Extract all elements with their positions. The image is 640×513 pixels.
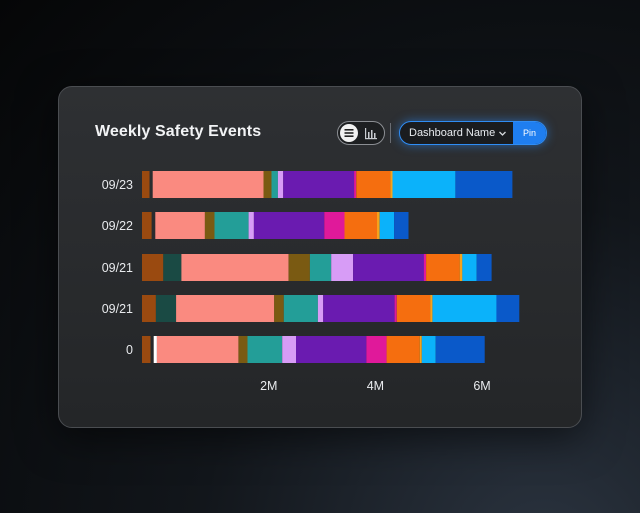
- bar-segment-3-9: [430, 295, 433, 322]
- bar-segment-3-5: [317, 295, 324, 322]
- bar-segment-1-8: [377, 212, 380, 239]
- bar-segment-4-0: [142, 336, 151, 363]
- bar-segment-4-9: [419, 336, 422, 363]
- chart-title: Weekly Safety Events: [95, 123, 262, 140]
- bar-segment-1-4: [248, 212, 254, 239]
- bar-segment-1-0: [142, 212, 152, 239]
- bar-segment-3-4: [283, 295, 318, 322]
- chart-view-button[interactable]: [364, 127, 378, 140]
- bar-segment-2-1: [163, 254, 182, 281]
- dropdown-label: Dashboard Name: [409, 127, 496, 139]
- bar-segment-2-8: [426, 254, 460, 281]
- bar-segment-0-4: [277, 171, 284, 198]
- bar-segment-0-10: [455, 171, 513, 198]
- bar-segment-3-10: [432, 295, 497, 322]
- bar-segment-3-2: [176, 295, 275, 322]
- bars-group: [142, 171, 520, 363]
- list-icon: [344, 129, 354, 137]
- bar-segment-0-0: [142, 171, 150, 198]
- y-tick-label: 09/22: [102, 219, 133, 233]
- toolbar-divider: [390, 123, 391, 143]
- bar-segment-4-4: [247, 336, 283, 363]
- bar-segment-2-7: [423, 254, 426, 281]
- bar-segment-1-9: [379, 212, 395, 239]
- bar-segment-3-0: [142, 295, 156, 322]
- x-tick-label: 2M: [260, 379, 277, 393]
- list-view-button[interactable]: [340, 124, 358, 142]
- bar-segment-4-1: [153, 336, 157, 363]
- y-tick-label: 0: [126, 343, 133, 357]
- bar-segment-1-2: [204, 212, 215, 239]
- y-axis-labels: 09/23 09/22 09/21 09/21 0: [102, 178, 133, 357]
- bar-segment-0-6: [354, 171, 357, 198]
- bar-chart-icon: [365, 128, 377, 140]
- bar-segment-4-11: [435, 336, 485, 363]
- bar-segment-4-8: [386, 336, 420, 363]
- bar-segment-3-7: [394, 295, 397, 322]
- bar-segment-4-3: [238, 336, 248, 363]
- bar-segment-0-2: [263, 171, 272, 198]
- bar-segment-1-7: [344, 212, 377, 239]
- bar-segment-1-5: [253, 212, 325, 239]
- bar-segment-2-6: [353, 254, 424, 281]
- bar-segment-3-8: [396, 295, 431, 322]
- y-tick-label: 09/23: [102, 178, 133, 192]
- bar-segment-2-4: [309, 254, 332, 281]
- view-toggle[interactable]: [337, 121, 385, 145]
- x-tick-label: 6M: [473, 379, 490, 393]
- bar-segment-4-10: [421, 336, 436, 363]
- bar-segment-3-1: [155, 295, 177, 322]
- bar-segment-1-10: [394, 212, 409, 239]
- y-tick-label: 09/21: [102, 261, 133, 275]
- bar-segment-4-5: [282, 336, 297, 363]
- y-tick-label: 09/21: [102, 302, 133, 316]
- bar-segment-3-3: [274, 295, 284, 322]
- bar-segment-0-5: [283, 171, 355, 198]
- dashboard-name-dropdown[interactable]: Dashboard Name Pin: [399, 121, 547, 145]
- bar-segment-1-1: [155, 212, 205, 239]
- bar-segment-0-7: [356, 171, 391, 198]
- bar-segment-0-3: [271, 171, 278, 198]
- bar-segment-3-6: [323, 295, 395, 322]
- pin-button[interactable]: Pin: [513, 122, 546, 144]
- bar-segment-1-6: [324, 212, 345, 239]
- bar-segment-4-2: [156, 336, 239, 363]
- bar-segment-4-6: [296, 336, 367, 363]
- bar-segment-2-10: [462, 254, 477, 281]
- bar-segment-2-9: [459, 254, 463, 281]
- chevron-down-icon: [499, 131, 506, 136]
- bar-segment-1-3: [214, 212, 249, 239]
- bar-segment-0-8: [390, 171, 393, 198]
- bar-segment-3-11: [496, 295, 520, 322]
- bar-segment-2-3: [288, 254, 310, 281]
- x-tick-label: 4M: [367, 379, 384, 393]
- bar-segment-2-5: [331, 254, 354, 281]
- bar-segment-0-9: [392, 171, 456, 198]
- bar-segment-0-1: [152, 171, 264, 198]
- bar-segment-2-0: [142, 254, 164, 281]
- x-axis-labels: 2M 4M 6M: [260, 379, 491, 393]
- bar-segment-2-2: [181, 254, 289, 281]
- bar-segment-4-7: [366, 336, 387, 363]
- bar-segment-2-11: [476, 254, 492, 281]
